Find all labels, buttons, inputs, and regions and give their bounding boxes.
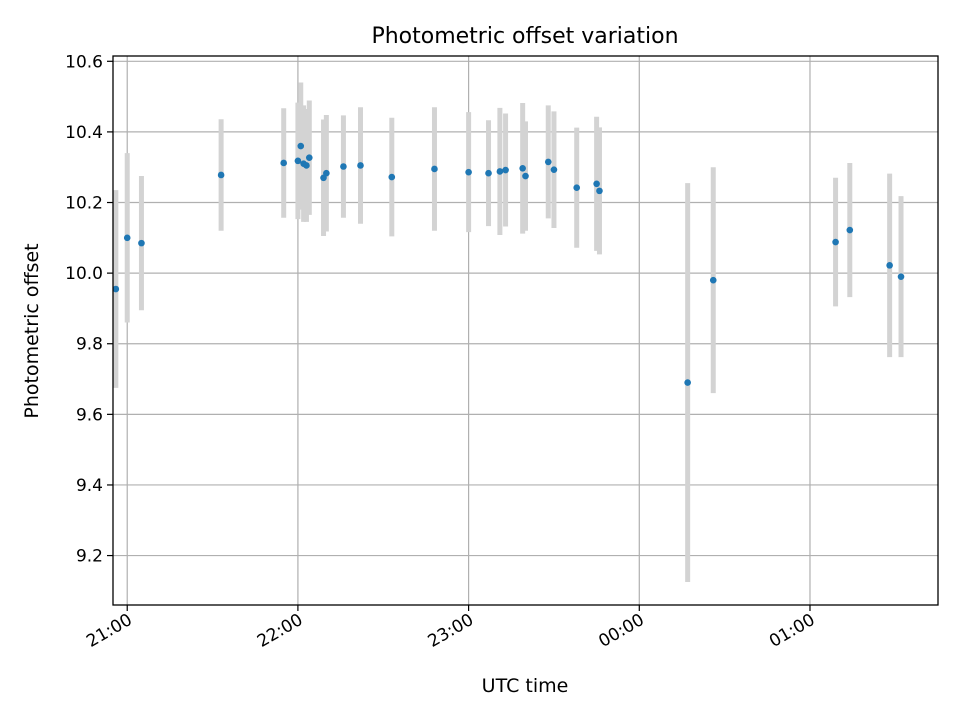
data-point — [502, 166, 509, 174]
data-point — [465, 168, 472, 176]
data-point — [522, 172, 529, 180]
data-point — [388, 173, 396, 181]
data-point — [123, 234, 131, 242]
x-axis-label: UTC time — [482, 675, 569, 697]
data-point — [217, 171, 225, 179]
data-point — [496, 168, 504, 175]
y-tick-label: 9.6 — [76, 405, 103, 425]
data-point — [431, 165, 438, 173]
data-point — [519, 164, 526, 172]
y-tick-label: 10.0 — [65, 264, 103, 284]
data-point — [573, 184, 581, 191]
data-point — [846, 226, 854, 234]
data-point — [305, 154, 313, 161]
y-tick-label: 9.8 — [76, 335, 103, 355]
data-point — [832, 238, 839, 246]
chart-title: Photometric offset variation — [371, 24, 678, 49]
data-point — [550, 166, 558, 173]
data-point — [280, 159, 287, 167]
y-tick-label: 10.6 — [65, 52, 103, 72]
y-axis-ticks: 9.2 9.4 9.6 9.8 10.0 10.2 10.4 10.6 — [65, 52, 113, 567]
data-point — [297, 142, 305, 150]
data-point — [596, 187, 603, 195]
y-axis-label: Photometric offset — [21, 243, 43, 418]
y-tick-label: 10.2 — [65, 194, 103, 214]
data-point — [112, 285, 120, 293]
data-point — [294, 157, 302, 165]
data-point — [340, 163, 347, 170]
data-point — [303, 162, 310, 169]
grid-layer — [113, 56, 938, 605]
point-layer — [112, 142, 905, 386]
data-point — [684, 379, 691, 386]
data-point — [138, 239, 145, 247]
data-point — [544, 158, 552, 166]
plot-area-frame — [112, 55, 939, 606]
data-point — [593, 180, 600, 188]
data-point — [357, 162, 364, 169]
data-point — [323, 169, 330, 177]
y-tick-label: 9.2 — [76, 547, 103, 567]
data-point — [897, 273, 905, 280]
y-tick-label: 10.4 — [65, 123, 103, 143]
data-point — [709, 276, 717, 284]
data-point — [485, 169, 492, 177]
y-tick-label: 9.4 — [76, 476, 103, 496]
data-point — [886, 262, 893, 269]
